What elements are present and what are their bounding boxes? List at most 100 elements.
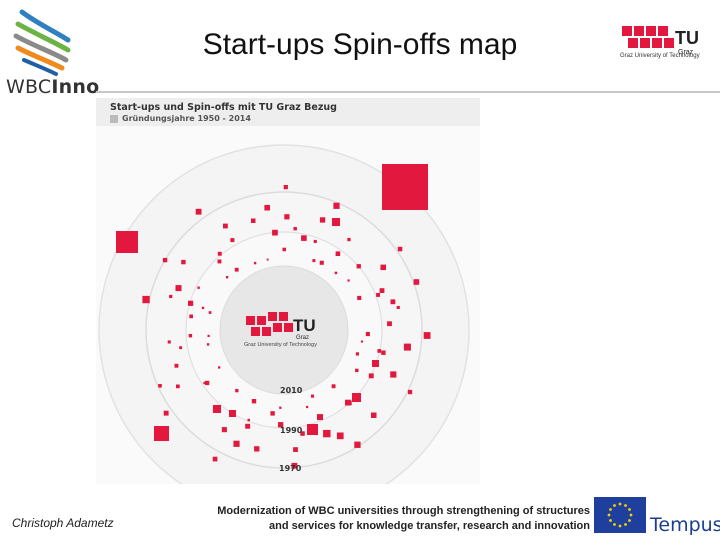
spinoff-square-small — [181, 259, 186, 265]
spinoff-square-small — [253, 261, 257, 265]
spinoff-square-small — [355, 352, 359, 356]
spinoff-square-small — [264, 204, 270, 211]
tu-graz-logo-icon: TU Graz — [622, 26, 699, 56]
spinoff-square-small — [282, 247, 286, 252]
spinoff-square-small — [179, 346, 183, 350]
spinoff-square-small — [396, 305, 400, 309]
spinoff-square-small — [335, 251, 341, 256]
spinoff-square-small — [266, 258, 269, 261]
spinoff-square-small — [221, 427, 227, 433]
spinoff-square-small — [142, 295, 150, 304]
spinoff-square-small — [377, 349, 382, 353]
spinoff-square-small — [333, 202, 340, 209]
spinoff-square-small — [301, 235, 307, 241]
spinoff-square-small — [355, 368, 359, 373]
tu-graz-caption: Graz University of Technology — [620, 53, 700, 59]
spinoff-square-small — [176, 384, 180, 389]
center-tu-caption: Graz University of Technology — [244, 342, 317, 348]
spinoff-square-small — [347, 279, 350, 282]
spinoff-square-small — [423, 332, 431, 339]
spinoff-map-image: TU Graz Graz University of Technology — [96, 98, 480, 484]
spinoff-square — [307, 424, 318, 435]
spinoff-square-small — [293, 227, 297, 231]
wbc-inno-logo-icon — [13, 9, 71, 76]
spinoff-square-small — [254, 446, 260, 452]
spinoff-square-small — [283, 185, 288, 190]
spinoff-square-small — [311, 394, 315, 398]
spinoff-square-small — [167, 340, 171, 344]
eu-star-icon — [624, 523, 627, 526]
spinoff-square-small — [169, 294, 173, 299]
spinoff-square-small — [235, 389, 239, 393]
spinoff-square-small — [300, 431, 305, 436]
eu-star-icon — [613, 504, 616, 507]
spinoff-square — [229, 410, 236, 417]
map-subheading: Gründungsjahre 1950 - 2014 — [122, 114, 251, 123]
eu-star-icon — [628, 519, 631, 522]
ring-label-2010: 2010 — [280, 386, 303, 395]
eu-star-icon — [624, 504, 627, 507]
eu-star-icon — [628, 508, 631, 511]
spinoff-square-small — [278, 422, 284, 428]
spinoff-square-small — [158, 384, 162, 388]
spinoff-square-small — [390, 299, 396, 305]
spinoff-square-small — [197, 286, 200, 289]
spinoff-square-small — [360, 340, 363, 343]
spinoff-square-small — [357, 295, 362, 300]
spinoff-square-small — [217, 259, 222, 264]
spinoff-square-small — [380, 264, 386, 271]
spinoff-square-small — [313, 239, 317, 243]
spinoff-square-small — [347, 237, 351, 242]
spinoff-square-small — [284, 214, 290, 220]
spinoff-square-small — [223, 223, 228, 229]
spinoff-square-small — [407, 389, 413, 395]
spinoff-square-small — [403, 343, 411, 351]
spinoff-square-small — [319, 260, 324, 265]
eu-star-icon — [607, 513, 611, 517]
spinoff-square-small — [206, 343, 210, 346]
project-description: Modernization of WBC universities throug… — [150, 504, 590, 534]
map-heading: Start-ups und Spin-offs mit TU Graz Bezu… — [110, 102, 337, 113]
spinoff-square-small — [312, 259, 316, 263]
center-tu-logo-icon: TU Graz Graz University of Technology — [244, 312, 317, 348]
spinoff-square-small — [334, 271, 338, 275]
eu-star-icon — [618, 502, 622, 506]
spinoff-square-small — [365, 332, 370, 337]
spinoff-square-small — [201, 306, 205, 310]
spinoff-square-small — [245, 423, 251, 429]
project-description-line2: and services for knowledge transfer, res… — [269, 520, 590, 532]
spinoff-square-small — [317, 414, 323, 421]
spinoff-square-small — [397, 246, 403, 252]
spinoff-square-small — [336, 432, 344, 440]
spinoff-square-small — [347, 400, 352, 406]
spinoff-square-small — [387, 321, 392, 327]
spinoff-square-small — [195, 208, 202, 215]
spinoff-square-large — [382, 164, 428, 210]
spinoff-square-small — [174, 363, 179, 368]
spinoff-square-small — [217, 251, 222, 256]
spinoff-square — [332, 218, 340, 226]
spinoff-square-small — [230, 238, 235, 243]
center-tu-city: Graz — [296, 335, 309, 341]
spinoff-square-large — [116, 231, 138, 253]
spinoff-square-small — [188, 334, 193, 338]
spinoff-square-small — [189, 314, 193, 319]
spinoff-square-small — [368, 373, 374, 379]
spinoff-square-small — [272, 229, 278, 236]
spinoff-square-small — [356, 264, 361, 269]
author-name: Christoph Adametz — [12, 516, 114, 530]
legend-swatch — [110, 115, 118, 123]
spinoff-square-small — [319, 217, 326, 223]
spinoff-square-small — [162, 257, 168, 263]
spinoff-square-small — [279, 406, 282, 409]
spinoff-square-small — [251, 399, 257, 404]
eu-star-icon — [629, 513, 633, 517]
spinoff-square-small — [188, 300, 194, 306]
title-divider — [96, 91, 720, 93]
spinoff-square-small — [212, 407, 217, 411]
spinoff-square-small — [207, 334, 210, 337]
tempus-logo-text: Tempus — [650, 514, 720, 536]
eu-star-icon — [609, 508, 612, 511]
tu-letters: TU — [675, 28, 699, 48]
spinoff-square-small — [376, 293, 380, 297]
